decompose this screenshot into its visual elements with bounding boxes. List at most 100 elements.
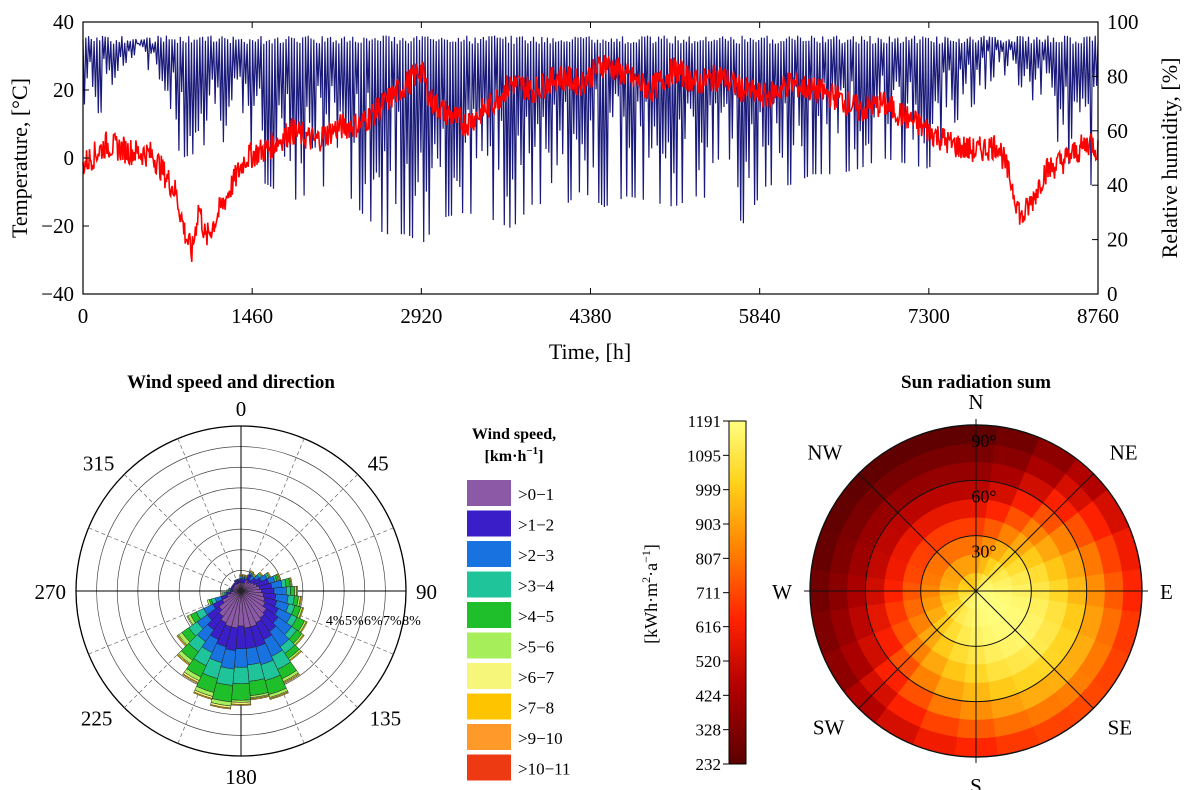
humidity-series-line [82,35,1099,243]
wind-rose-angle-labels: 0 45 90 135 180 225 270 315 [35,397,438,789]
wind-rose-bar-segment [176,635,187,647]
colorbar-tick-label: 520 [696,652,722,671]
wind-rose-angle-label: 45 [368,451,389,475]
sun-radiation-grid [804,419,1148,763]
wind-rose-radial-label: 4% [326,614,345,629]
sun-ring-label: 60° [971,486,996,506]
wind-rose-bar-segment [239,574,243,576]
wind-legend-swatch [467,754,511,781]
time-series-left-axis-label: Temperature, [°C] [7,78,32,238]
wind-rose-bar-segment [228,587,232,591]
sun-radiation-spoke [975,473,1094,592]
x-tick-label: 4380 [570,304,612,328]
sun-ring-label: 90° [971,431,996,451]
temperature-series-line [82,55,1099,262]
wind-rose-angle-label: 180 [225,765,257,789]
sun-radiation-labels: N NE E SE S SW W NW 30° 60° 90° [772,390,1173,790]
y-tick-label: −40 [41,282,74,306]
x-tick-label: 0 [78,304,89,328]
sun-radiation-spoke [975,590,1094,709]
wind-legend-label: >9−10 [518,729,563,748]
wind-rose-bar-segment [273,586,287,596]
colorbar-gradient [728,420,747,765]
wind-legend-unit-close: ] [538,448,543,465]
wind-rose-bar-segment [186,615,194,626]
wind-speed-legend: Wind speed, [km·h−1] >0−1 >1−2 >2−3 >3−4 >4−… [467,426,571,781]
y-tick-label: 0 [64,146,75,170]
colorbar-label: [kWh·m2·a−1] [639,544,661,644]
colorbar-unit-close: ] [641,544,661,550]
wind-legend-unit-exponent: −1 [526,445,538,457]
wind-rose-bar-segment [290,586,295,596]
sun-compass-label: NE [1110,440,1138,464]
colorbar-tick-label: 616 [696,618,722,637]
wind-rose-chart: Wind speed and direction 0 45 90 135 180 225 2… [35,372,438,789]
wind-rose-radial-label: 7% [383,614,402,629]
sun-radiation-colorbar: 232 328 424 520 616 711 807 903 999 1095 1191 [kWh… [639,412,747,774]
wind-legend-items: >0−1 >1−2 >2−3 >3−4 >4−5 >5−6 >6−7 >7−8 >9−10 >10… [467,480,571,781]
wind-rose-bar-segment [176,654,190,666]
y-tick-label: −20 [41,214,74,238]
wind-legend-label: >0−1 [518,485,554,504]
wind-rose-bar-segment [234,648,248,668]
sun-compass-label: SE [1108,716,1133,740]
time-series-chart: 0 1460 2920 4380 5840 7300 8760 −40 −20 0 20 40 0 20 4… [7,10,1182,364]
wind-rose-bar-segment [193,691,213,700]
wind-legend-label: >2−3 [518,546,554,565]
wind-rose-radial-labels: 4% 5% 6% 7% 8% [326,614,421,629]
wind-rose-bar-segment [182,673,199,684]
wind-legend-swatch [467,571,511,598]
wind-rose-bar-segment [237,578,241,581]
wind-rose-angle-label: 270 [35,580,67,604]
colorbar-tick-label: 328 [696,721,722,740]
x-tick-label: 5840 [739,304,781,328]
sun-ring-label: 30° [971,542,996,562]
x-tick-label: 8760 [1077,304,1119,328]
wind-rose-angle-label: 135 [370,707,402,731]
sun-radiation-title: Sun radiation sum [901,372,1051,393]
x-tick-label: 7300 [908,304,950,328]
colorbar-tick-label: 1095 [687,446,721,465]
wind-legend-title-line-1: Wind speed, [472,426,556,443]
colorbar-unit: [kWh·m [641,583,661,644]
y2-tick-label: 40 [1107,173,1128,197]
wind-rose-bar-segment [206,599,212,607]
wind-rose-radial-label: 8% [402,614,421,629]
wind-rose-bar-segment [285,586,291,596]
colorbar-tick-label: 1191 [688,412,721,431]
colorbar-ticks: 232 328 424 520 616 711 807 903 999 1095 1191 [687,412,729,774]
colorbar-tick-label: 232 [696,755,722,774]
wind-rose-angle-label: 315 [83,451,115,475]
sun-compass-label: NW [807,440,842,464]
wind-rose-bar-segment [209,704,232,710]
wind-legend-swatch [467,693,511,720]
colorbar-unit-sup2: −1 [639,550,653,563]
wind-rose-radial-label: 5% [345,614,364,629]
y-tick-label: 20 [53,78,74,102]
wind-rose-bar-segment [249,570,255,574]
colorbar-tick-label: 424 [696,686,722,705]
sun-radiation-spoke [858,590,977,709]
wind-legend-swatch [467,724,511,750]
y2-tick-label: 80 [1107,64,1128,88]
wind-rose-radial-label: 6% [364,614,383,629]
y2-tick-label: 0 [1107,282,1118,306]
time-series-right-axis-label: Relative humidity, [%] [1157,58,1182,259]
time-series-ticks: 0 1460 2920 4380 5840 7300 8760 −40 −20 0 20 40 0 20 4… [41,10,1138,328]
wind-rose-angle-label: 225 [81,707,113,731]
wind-legend-swatch [467,602,511,628]
time-series-plot-area [82,35,1099,262]
wind-legend-label: >3−4 [518,577,555,596]
wind-legend-unit: [km·h [485,448,527,465]
wind-legend-swatch [467,632,511,659]
wind-rose-bar-segment [232,666,250,685]
sun-radiation-spoke [858,473,977,592]
wind-rose-angle-label: 90 [416,580,437,604]
wind-legend-swatch [467,480,511,506]
y2-tick-label: 20 [1107,228,1128,252]
time-series-x-axis-label: Time, [h] [549,339,631,364]
sun-compass-label: N [968,390,983,414]
colorbar-tick-label: 807 [696,549,722,568]
wind-legend-swatch [467,541,511,567]
wind-legend-title-line-2: [km·h−1] [485,445,544,465]
